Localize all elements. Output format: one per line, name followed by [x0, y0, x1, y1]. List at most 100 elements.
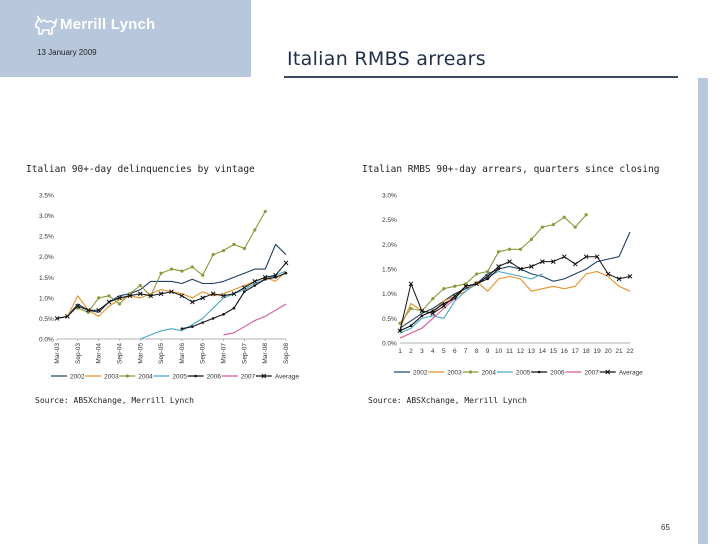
- point-2004-legend: [126, 374, 129, 377]
- point-2006-6: [243, 290, 246, 293]
- legend-label-average: Average: [619, 370, 643, 377]
- legend-label-2002: 2002: [413, 370, 428, 377]
- point-2004-9: [170, 267, 173, 270]
- point-average-22: [284, 261, 288, 265]
- point-2004-17: [253, 228, 256, 231]
- logo-text: Merrill Lynch: [60, 16, 155, 33]
- bull-icon: [34, 15, 58, 37]
- x-tick-label: Sep-03: [75, 343, 82, 364]
- legend-label-2005: 2005: [516, 370, 531, 377]
- x-tick-label: 20: [604, 348, 612, 355]
- point-2004-1: [409, 307, 412, 310]
- point-average-16: [573, 262, 577, 266]
- y-tick-label: 0.0%: [39, 337, 54, 344]
- x-tick-label: Sep-08: [283, 343, 290, 364]
- point-2004-8: [159, 272, 162, 275]
- point-2004-4: [442, 287, 445, 290]
- point-average-12: [180, 294, 184, 298]
- point-2004-15: [232, 243, 235, 246]
- point-average-10: [508, 260, 512, 264]
- x-tick-label: 21: [615, 348, 623, 355]
- series-line-2002: [400, 232, 630, 328]
- y-tick-label: 1.0%: [382, 291, 397, 298]
- x-tick-label: 16: [561, 348, 569, 355]
- left-chart-source: Source: ABSXchange, Merrill Lynch: [35, 396, 194, 405]
- y-tick-label: 2.5%: [382, 217, 397, 224]
- legend-label-2007: 2007: [241, 374, 256, 381]
- series-line-2006: [400, 269, 499, 331]
- y-tick-label: 2.0%: [382, 242, 397, 249]
- point-2006-5: [233, 307, 236, 310]
- x-tick-label: 11: [506, 348, 513, 355]
- x-tick-label: Mar-04: [96, 343, 103, 364]
- x-tick-label: 14: [539, 348, 547, 355]
- legend-label-2003: 2003: [104, 374, 119, 381]
- point-2004-11: [519, 248, 522, 251]
- x-tick-label: 7: [464, 348, 468, 355]
- series-line-2005: [400, 272, 542, 334]
- point-2004-17: [585, 213, 588, 216]
- point-2004-8: [486, 270, 489, 273]
- y-tick-label: 3.0%: [382, 193, 397, 200]
- x-tick-label: 13: [528, 348, 536, 355]
- x-tick-label: Mar-05: [137, 343, 144, 364]
- merrill-lynch-logo: Merrill Lynch: [34, 15, 174, 41]
- x-tick-label: 3: [420, 348, 424, 355]
- point-2004-11: [191, 265, 194, 268]
- x-tick-label: 1: [398, 348, 402, 355]
- point-2004-9: [497, 250, 500, 253]
- point-2006-legend: [194, 375, 197, 378]
- point-2006-7: [253, 284, 256, 287]
- point-2006-10: [285, 272, 288, 275]
- legend-label-2004: 2004: [138, 374, 153, 381]
- brand-header-box: Merrill Lynch 13 January 2009: [0, 0, 251, 77]
- y-tick-label: 2.0%: [39, 254, 54, 261]
- title-divider: [284, 76, 678, 78]
- point-2004-12: [201, 274, 204, 277]
- y-tick-label: 1.5%: [382, 267, 397, 274]
- series-line-2004: [78, 212, 265, 313]
- legend-label-average: Average: [275, 374, 299, 381]
- right-side-bar: [698, 78, 708, 544]
- point-2006-2: [201, 321, 204, 324]
- y-tick-label: 0.5%: [39, 316, 54, 323]
- point-2004-13: [212, 253, 215, 256]
- right-chart-source: Source: ABSXchange, Merrill Lynch: [368, 396, 527, 405]
- x-tick-label: 17: [572, 348, 580, 355]
- point-2006-3: [212, 317, 215, 320]
- point-2004-16: [574, 225, 577, 228]
- x-tick-label: 4: [431, 348, 435, 355]
- x-tick-label: 2: [409, 348, 413, 355]
- page-title: Italian RMBS arrears: [287, 48, 486, 70]
- legend-label-2004: 2004: [482, 370, 497, 377]
- x-tick-label: Mar-07: [221, 343, 228, 364]
- point-2006-4: [222, 313, 225, 316]
- series-line-2003: [400, 272, 630, 329]
- point-2006-2: [421, 315, 424, 318]
- y-tick-label: 0.0%: [382, 341, 397, 348]
- point-2004-5: [453, 285, 456, 288]
- point-2004-legend: [469, 370, 472, 373]
- point-2006-legend: [538, 371, 541, 374]
- x-tick-label: 6: [453, 348, 457, 355]
- x-tick-label: 5: [442, 348, 446, 355]
- point-2004-2: [97, 296, 100, 299]
- x-tick-label: Sep-05: [158, 343, 165, 364]
- point-2004-15: [563, 216, 566, 219]
- y-tick-label: 2.5%: [39, 234, 54, 241]
- point-2004-10: [508, 248, 511, 251]
- y-tick-label: 3.0%: [39, 213, 54, 220]
- legend-label-2006: 2006: [550, 370, 565, 377]
- point-average-15: [562, 255, 566, 259]
- point-2004-18: [264, 210, 267, 213]
- x-tick-label: 15: [550, 348, 558, 355]
- point-2004-12: [530, 238, 533, 241]
- point-2004-10: [180, 270, 183, 273]
- point-2004-14: [552, 223, 555, 226]
- point-2004-13: [541, 225, 544, 228]
- point-average-19: [606, 272, 610, 276]
- y-tick-label: 0.5%: [382, 316, 397, 323]
- point-2004-3: [431, 297, 434, 300]
